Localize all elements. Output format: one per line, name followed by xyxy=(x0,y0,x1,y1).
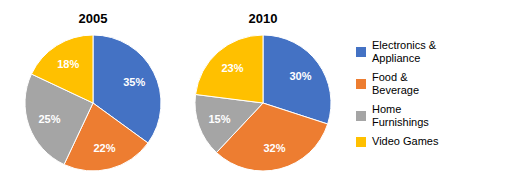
svg-text:15%: 15% xyxy=(208,112,230,124)
html-text:Video Games: Video Games xyxy=(372,135,439,147)
svg-text:35%: 35% xyxy=(123,76,145,88)
svg-text:22%: 22% xyxy=(93,141,115,153)
html-text:Home Furnishings: Home Furnishings xyxy=(372,103,429,128)
svg-text:18%: 18% xyxy=(57,57,79,69)
html-text:Electronics & Appliance: Electronics & Appliance xyxy=(372,39,437,64)
svg-text:32%: 32% xyxy=(263,141,285,153)
svg-text:23%: 23% xyxy=(221,62,243,74)
svg-text:25%: 25% xyxy=(38,112,60,124)
html-text:Food & Beverage: Food & Beverage xyxy=(372,71,420,96)
html-text:2010: 2010 xyxy=(248,10,278,26)
html-text:2005: 2005 xyxy=(78,10,108,26)
svg-text:30%: 30% xyxy=(289,69,311,81)
